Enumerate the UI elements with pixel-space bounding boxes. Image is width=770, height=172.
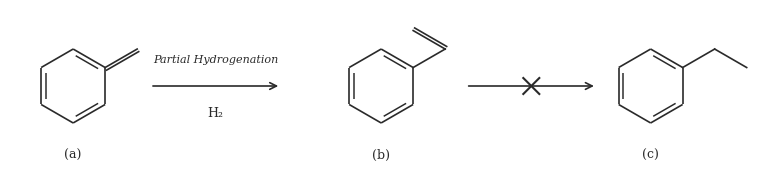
Text: Partial Hydrogenation: Partial Hydrogenation [153, 55, 278, 65]
Text: (c): (c) [642, 149, 659, 162]
Text: (a): (a) [65, 149, 82, 162]
Text: (b): (b) [372, 149, 390, 162]
Text: H₂: H₂ [208, 107, 223, 120]
